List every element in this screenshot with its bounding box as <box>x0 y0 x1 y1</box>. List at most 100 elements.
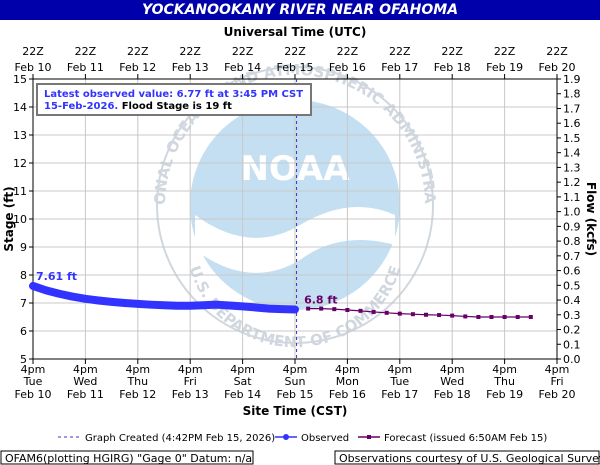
top-tick-time: 22Z <box>232 45 254 58</box>
forecast-point <box>437 313 442 318</box>
observed-start-label: 7.61 ft <box>36 270 77 283</box>
left-tick-label: 12 <box>13 157 27 170</box>
top-tick-date: Feb 19 <box>486 61 523 74</box>
observed-point <box>265 305 272 312</box>
left-tick-label: 6 <box>20 325 27 338</box>
forecast-point <box>371 309 376 314</box>
footer-left-text: OFAM6(plotting HGIRG) "Gage 0" Datum: n/… <box>5 452 252 465</box>
forecast-point <box>502 315 507 319</box>
left-axis: 5 6 7 8 9 10 11 12 13 14 15 <box>13 73 33 366</box>
latest-value-line2: 15-Feb-2026. Flood Stage is 19 ft <box>44 101 232 112</box>
right-tick-label: 0.2 <box>563 324 581 337</box>
bottom-tick-time: 4pm <box>21 363 46 376</box>
bottom-tick-time: 4pm <box>492 363 517 376</box>
legend-observed-marker <box>283 434 289 440</box>
forecast-point <box>384 310 389 315</box>
legend-forecast-label: Forecast (issued 6:50AM Feb 15) <box>384 433 547 444</box>
bottom-tick-date: Feb 20 <box>539 388 576 401</box>
bottom-tick-day: Mon <box>336 375 359 388</box>
bottom-tick-day: Tue <box>23 375 43 388</box>
series-layer <box>29 281 533 319</box>
top-tick-date: Feb 13 <box>172 61 209 74</box>
observed-point <box>121 300 128 306</box>
observed-point <box>147 301 154 308</box>
bottom-tick-date: Feb 18 <box>434 388 471 401</box>
forecast-point <box>306 306 311 311</box>
bottom-tick-time: 4pm <box>283 363 308 376</box>
forecast-point <box>424 312 428 317</box>
forecast-point <box>358 308 363 313</box>
right-tick-label: 0.6 <box>563 265 581 278</box>
observed-point <box>95 297 102 304</box>
bottom-tick-day: Sun <box>285 375 306 388</box>
observed-point <box>187 302 194 309</box>
observed-point <box>174 302 181 309</box>
forecast-point <box>319 306 324 311</box>
top-axis-title: Universal Time (UTC) <box>224 25 367 39</box>
top-tick-time: 22Z <box>389 45 411 58</box>
forecast-point <box>345 308 350 312</box>
left-axis-title: Stage (ft) <box>2 186 16 251</box>
flood-stage-note: Flood Stage is 19 ft <box>122 101 232 112</box>
top-tick-time: 22Z <box>75 45 97 58</box>
bottom-tick-date: Feb 10 <box>15 388 52 401</box>
bottom-tick-time: 4pm <box>125 363 150 376</box>
latest-value-line1: Latest observed value: 6.77 ft at 3:45 P… <box>44 89 303 100</box>
bottom-tick-date: Feb 13 <box>172 388 209 401</box>
observed-point <box>226 302 233 309</box>
bottom-tick-date: Feb 19 <box>486 388 523 401</box>
bottom-tick-date: Feb 11 <box>67 388 104 401</box>
bottom-tick-time: 4pm <box>178 363 203 376</box>
bottom-tick-time: 4pm <box>387 363 412 376</box>
left-tick-label: 7 <box>20 297 27 310</box>
forecast-point <box>450 313 455 318</box>
bottom-tick-date: Feb 17 <box>381 388 418 401</box>
top-tick-date: Feb 12 <box>119 61 156 74</box>
legend-forecast-marker <box>367 435 371 439</box>
top-tick-time: 22Z <box>284 45 306 58</box>
forecast-point <box>476 315 481 319</box>
right-tick-label: 1.7 <box>563 102 581 115</box>
bottom-tick-date: Feb 14 <box>224 388 261 401</box>
forecast-start-label: 6.8 ft <box>304 294 337 307</box>
observed-point <box>161 302 167 309</box>
top-tick-date: Feb 15 <box>277 61 314 74</box>
bottom-tick-day: Sat <box>234 375 253 388</box>
top-tick-date: Feb 20 <box>539 61 576 74</box>
footer-right-text: Observations courtesy of U.S. Geological… <box>339 452 600 465</box>
bottom-tick-time: 4pm <box>545 363 570 376</box>
top-tick-date: Feb 10 <box>15 61 52 74</box>
bottom-tick-date: Feb 12 <box>119 388 156 401</box>
right-tick-label: 0.0 <box>563 353 581 366</box>
bottom-tick-day: Fri <box>550 375 563 388</box>
observed-point <box>213 301 220 308</box>
forecast-point <box>528 315 533 319</box>
right-tick-label: 1.0 <box>563 206 581 219</box>
left-tick-label: 9 <box>20 241 27 254</box>
bottom-tick-time: 4pm <box>230 363 255 376</box>
top-tick-time: 22Z <box>22 45 44 58</box>
left-tick-label: 5 <box>20 353 27 366</box>
bottom-tick-time: 4pm <box>73 363 98 376</box>
legend: Graph Created (4:42PM Feb 15, 2026) Obser… <box>58 433 547 444</box>
observed-point <box>292 306 298 313</box>
right-axis-title: Flow (kcfs) <box>584 182 598 256</box>
observed-point <box>239 303 246 310</box>
bottom-tick-day: Wed <box>73 375 97 388</box>
right-tick-label: 0.5 <box>563 279 581 292</box>
observed-point <box>108 298 115 305</box>
forecast-point <box>463 314 468 319</box>
forecast-line <box>308 308 531 318</box>
top-tick-date: Feb 14 <box>224 61 261 74</box>
left-tick-label: 14 <box>13 101 27 114</box>
legend-observed-label: Observed <box>301 433 349 444</box>
right-tick-label: 1.8 <box>563 88 581 101</box>
top-tick-time: 22Z <box>441 45 463 58</box>
top-tick-time: 22Z <box>494 45 516 58</box>
top-tick-date: Feb 11 <box>67 61 104 74</box>
observed-point <box>200 302 207 309</box>
legend-created-label: Graph Created (4:42PM Feb 15, 2026) <box>85 433 275 444</box>
